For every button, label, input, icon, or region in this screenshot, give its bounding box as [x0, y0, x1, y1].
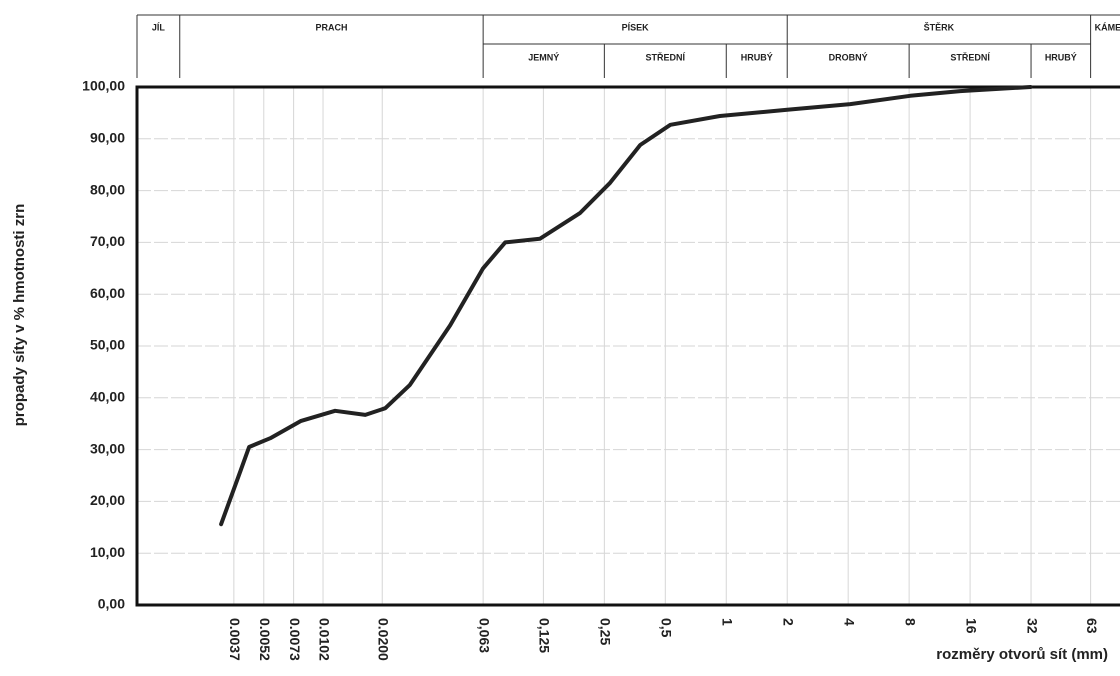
zone-label: PRACH — [315, 22, 347, 32]
plot-frame — [135, 85, 1120, 607]
x-tick-label: 0.0037 — [227, 618, 243, 661]
y-axis-title: propady síty v % hmotnosti zrn — [11, 204, 28, 427]
y-tick-label: 40,00 — [90, 389, 125, 405]
x-axis-title: rozměry otvorů sít (mm) — [936, 646, 1108, 663]
y-tick-label: 50,00 — [90, 337, 125, 353]
x-tick-label: 0.0073 — [287, 618, 303, 661]
x-tick-label: 16 — [963, 618, 979, 634]
y-tick-label: 90,00 — [90, 130, 125, 146]
x-tick-label: 8 — [902, 618, 918, 626]
subzone-label: JEMNÝ — [528, 51, 559, 62]
zone-label: PÍSEK — [622, 22, 650, 32]
x-tick-label: 63 — [1084, 618, 1100, 634]
x-tick-label: 1 — [720, 618, 736, 626]
x-tick-label: 0.0200 — [376, 618, 392, 661]
y-tick-label: 0,00 — [98, 596, 125, 612]
zone-label: KÁMEN — [1095, 22, 1120, 32]
subzone-label: HRUBÝ — [1045, 51, 1077, 62]
subzone-label: STŘEDNÍ — [646, 51, 686, 62]
x-tick-label: 2 — [781, 618, 797, 626]
x-tick-label: 32 — [1024, 618, 1040, 634]
y-tick-label: 100,00 — [82, 78, 125, 94]
zone-label: JÍL — [152, 22, 166, 32]
x-tick-label: 0,25 — [598, 618, 614, 645]
x-tick-label: 0,063 — [476, 618, 492, 653]
y-tick-label: 70,00 — [90, 233, 125, 249]
x-tick-label: 0.0052 — [257, 618, 273, 661]
grading-curve — [219, 85, 1033, 527]
subzone-label: DROBNÝ — [829, 51, 868, 62]
y-tick-label: 20,00 — [90, 492, 125, 508]
y-tick-label: 80,00 — [90, 181, 125, 197]
x-tick-label: 0.0102 — [316, 618, 332, 661]
subzone-label: STŘEDNÍ — [950, 51, 990, 62]
zone-label: ŠTĚRK — [924, 21, 955, 32]
x-tick-label: 0,125 — [537, 618, 553, 653]
x-tick-label: 4 — [841, 618, 857, 626]
y-tick-label: 10,00 — [90, 544, 125, 560]
y-tick-label: 30,00 — [90, 440, 125, 456]
x-tick-label: 0,5 — [659, 618, 675, 638]
y-tick-label: 60,00 — [90, 285, 125, 301]
subzone-label: HRUBÝ — [741, 51, 773, 62]
